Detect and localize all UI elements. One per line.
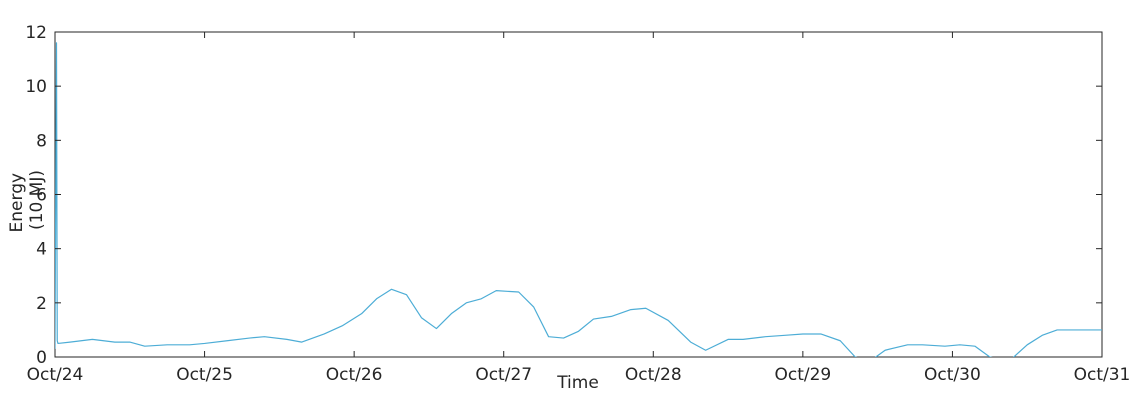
series-layer	[55, 42, 1102, 357]
x-axis: Oct/24 Oct/25 Oct/26 Oct/27 Oct/28 Oct/29 Oct/…	[27, 32, 1131, 385]
y-tick-label: 10	[25, 77, 47, 97]
y-tick-label: 6	[36, 186, 47, 206]
x-tick-label: Oct/24	[27, 365, 84, 385]
y-tick-label: 2	[36, 294, 47, 314]
x-tick-label: Oct/28	[625, 365, 682, 385]
y-axis-label-line-1: Energy	[7, 173, 27, 233]
x-tick-label: Oct/25	[176, 365, 233, 385]
y-axis-label: Energy (10 MJ)	[7, 168, 47, 233]
y-tick-label: 12	[25, 23, 47, 43]
y-tick-label: 4	[36, 240, 47, 260]
energy-series-line	[55, 42, 1102, 357]
y-tick-label: 0	[36, 348, 47, 368]
plot-area	[54, 31, 1103, 358]
x-tick-label: Oct/26	[326, 365, 383, 385]
x-tick-label: Oct/30	[924, 365, 981, 385]
plot-frame	[54, 31, 1103, 358]
x-tick-label: Oct/27	[475, 365, 532, 385]
y-axis-label-line-2: (10 MJ)	[27, 170, 47, 230]
x-tick-label: Oct/29	[774, 365, 831, 385]
y-tick-label: 8	[36, 131, 47, 151]
y-axis: 0 2 4 6 8 10 12	[25, 23, 1102, 368]
x-tick-label: Oct/31	[1074, 365, 1131, 385]
x-axis-label: Time	[556, 373, 599, 393]
